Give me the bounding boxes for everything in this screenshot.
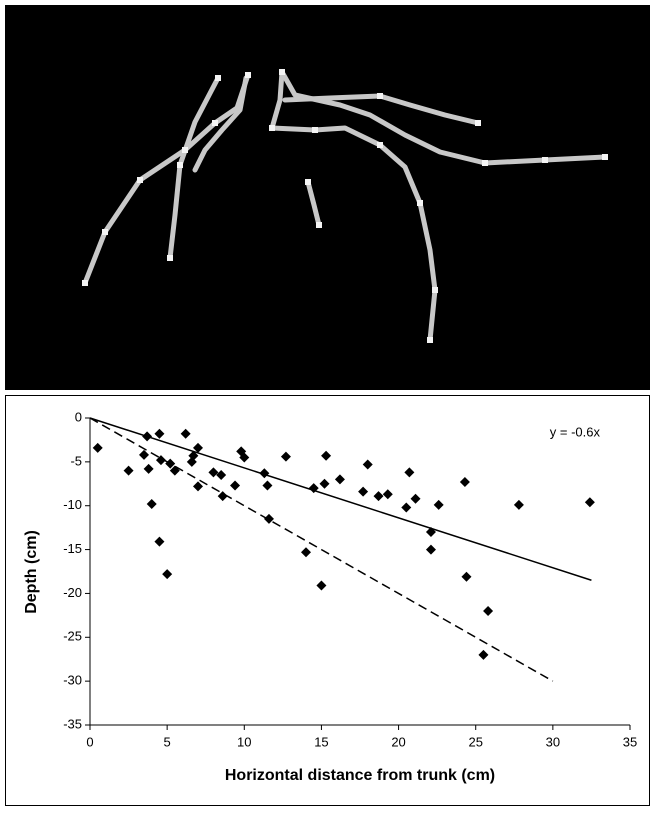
point [358, 486, 369, 497]
point [193, 442, 203, 453]
point [584, 497, 595, 508]
chart-frame [5, 395, 650, 806]
point [316, 580, 327, 591]
point [155, 455, 166, 466]
point [180, 428, 191, 439]
root [279, 69, 608, 166]
x-tick-label: 5 [164, 734, 171, 749]
x-tick-label: 15 [314, 734, 328, 749]
point [169, 465, 180, 476]
point [123, 465, 134, 476]
y-tick-label: -35 [63, 716, 82, 731]
point [410, 493, 421, 504]
point [262, 480, 273, 491]
point [483, 605, 494, 616]
point [404, 467, 415, 478]
point [425, 544, 436, 555]
point [154, 428, 165, 439]
point [373, 491, 384, 502]
y-tick-label: 0 [75, 409, 82, 424]
root [192, 75, 249, 173]
x-tick-label: 0 [86, 734, 93, 749]
point [478, 649, 489, 660]
point [461, 571, 472, 582]
x-tick-label: 35 [623, 734, 637, 749]
y-tick-label: -30 [63, 673, 82, 688]
y-tick-label: -25 [63, 629, 82, 644]
point [459, 477, 470, 488]
y-axis-label: Depth (cm) [23, 530, 40, 614]
root-nodes [82, 69, 608, 343]
point [165, 458, 176, 469]
point [319, 478, 330, 489]
point [301, 547, 311, 558]
point [230, 480, 241, 491]
point [217, 491, 228, 502]
point [208, 467, 219, 478]
point [216, 470, 227, 481]
point [146, 498, 157, 509]
root [282, 93, 481, 126]
point [162, 569, 173, 580]
point [362, 459, 373, 470]
root [269, 69, 285, 131]
x-tick-label: 30 [546, 734, 560, 749]
point [321, 450, 332, 461]
point [139, 449, 149, 460]
point [433, 499, 444, 510]
root-image [5, 5, 650, 390]
x-tick-label: 25 [468, 734, 482, 749]
root-rendering [82, 69, 608, 343]
x-axis-label: Horizontal distance from trunk (cm) [225, 767, 495, 784]
root [305, 179, 322, 228]
y-tick-label: -10 [63, 497, 82, 512]
y-tick-label: -15 [63, 541, 82, 556]
point [334, 474, 345, 485]
root [269, 125, 438, 343]
point [142, 431, 153, 442]
y-tick-label: -20 [63, 585, 82, 600]
point [188, 450, 199, 461]
point [401, 502, 412, 513]
x-tick-label: 20 [391, 734, 405, 749]
point [143, 463, 154, 474]
x-tick-label: 10 [237, 734, 251, 749]
point [382, 489, 393, 500]
point [263, 513, 274, 524]
point [308, 483, 319, 494]
point [513, 499, 524, 510]
y-tick-label: -5 [70, 453, 82, 468]
point [280, 451, 291, 462]
point [425, 527, 436, 538]
point [193, 481, 203, 492]
annotation: y = -0.6x [550, 424, 601, 439]
point [154, 536, 165, 547]
trend-line [89, 417, 592, 581]
point [259, 468, 270, 479]
point [239, 452, 250, 463]
point [92, 442, 103, 453]
